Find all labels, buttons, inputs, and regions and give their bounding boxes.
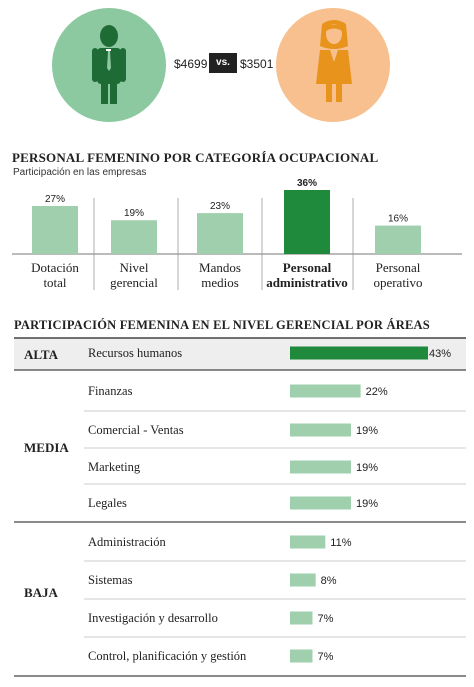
women-salary: $3501 [240,57,274,71]
chart1-value-label: 27% [45,194,65,205]
chart1-category-label: operativo [373,275,422,290]
tier-label: MEDIA [24,440,69,455]
area-label: Control, planificación y gestión [88,649,247,663]
area-bar [290,346,428,360]
chart1-title: PERSONAL FEMENINO POR CATEGORÍA OCUPACIO… [12,150,379,165]
area-bar [290,423,351,437]
area-bar [290,460,351,474]
area-value-label: 19% [356,425,378,437]
chart1-bar [32,206,78,254]
area-value-label: 7% [317,613,333,625]
chart1-bar [284,190,330,254]
men-salary: $4699 [174,57,208,71]
area-label: Sistemas [88,573,133,587]
chart1-category-label: total [43,275,66,290]
chart1-category-label: gerencial [110,275,158,290]
area-label: Marketing [88,460,141,474]
chart1-category-label: administrativo [266,275,348,290]
area-bar [290,649,313,663]
area-value-label: 11% [330,537,351,549]
chart1-category-label: Nivel [120,260,149,275]
chart1-category-label: Dotación [31,260,79,275]
chart1-subtitle: Participación en las empresas [13,167,147,178]
chart1-bar [197,213,243,254]
chart1-value-label: 16% [388,214,408,225]
area-bar [290,611,313,625]
area-label: Administración [88,535,167,549]
area-value-label: 43% [429,348,451,360]
tier-label: ALTA [24,347,59,362]
chart1-bar [111,220,157,254]
area-bar [290,535,326,549]
area-label: Recursos humanos [88,346,182,360]
area-value-label: 7% [317,651,333,663]
chart1-category-label: medios [201,275,239,290]
area-value-label: 8% [321,575,337,587]
chart1-category-label: Personal [283,260,332,275]
chart1-value-label: 36% [297,178,317,189]
area-bar [290,573,316,587]
area-bar [290,496,351,510]
tier-label: BAJA [24,585,59,600]
chart1-category-label: Mandos [199,260,241,275]
area-label: Investigación y desarrollo [88,611,218,625]
area-bar [290,384,361,398]
chart1-category-label: Personal [376,260,421,275]
chart1-bar [375,225,421,254]
area-label: Legales [88,496,127,510]
chart1-value-label: 19% [124,208,144,219]
area-value-label: 19% [356,462,378,474]
chart2-title: PARTICIPACIÓN FEMENINA EN EL NIVEL GEREN… [14,318,430,332]
area-label: Comercial - Ventas [88,423,184,437]
area-label: Finanzas [88,384,133,398]
area-value-label: 19% [356,498,378,510]
vs-badge: vs. [209,53,237,73]
area-value-label: 22% [366,386,388,398]
chart1-value-label: 23% [210,201,230,212]
